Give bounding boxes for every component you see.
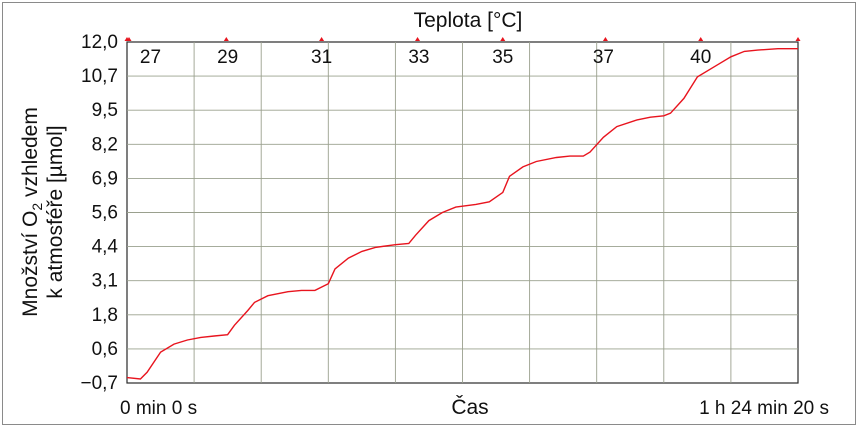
y-tick-label: −0,7	[80, 373, 118, 394]
y-tick-label: 5,6	[92, 203, 118, 224]
temperature-label: 31	[311, 47, 332, 68]
y-tick-label: 6,9	[92, 168, 118, 189]
temperature-marker	[126, 37, 132, 41]
temperature-marker	[602, 37, 608, 41]
temperature-marker	[698, 37, 704, 41]
y-tick-label: 10,7	[81, 66, 118, 87]
x-axis-title: Čas	[451, 396, 488, 419]
y-axis-title-part1: Množství O	[19, 211, 42, 317]
temperature-marker	[795, 37, 801, 41]
y-tick-label: 0,6	[92, 339, 118, 360]
grid-lines	[127, 42, 798, 383]
y-tick-label: 12,0	[81, 32, 118, 53]
oxygen-series-line	[126, 48, 798, 380]
y-axis-title-line2: k atmosféře [µmol]	[44, 125, 67, 298]
temperature-marker	[500, 37, 506, 41]
y-tick-label: 3,1	[92, 271, 118, 292]
temperature-labels: 27 29 31 33 35 37 40	[140, 47, 711, 68]
y-tick-label: 4,4	[92, 237, 119, 258]
temperature-label: 35	[492, 47, 513, 68]
temperature-marker	[223, 37, 229, 41]
y-tick-labels: 12,0 10,7 9,5 8,2 6,9 5,6 4,4 3,1 1,8 0,6 −0,7	[80, 32, 118, 394]
temperature-label: 33	[408, 47, 429, 68]
chart-frame	[2, 2, 856, 425]
temperature-marker	[415, 37, 421, 41]
top-axis-title: Teplota [°C]	[414, 9, 523, 32]
temperature-label: 29	[217, 47, 238, 68]
y-axis-title-part2: vzhledem	[19, 107, 42, 203]
y-axis-title: Množství O2 vzhledem k atmosféře [µmol]	[19, 107, 67, 317]
temperature-label: 27	[140, 47, 161, 68]
y-tick-label: 9,5	[92, 100, 118, 121]
temperature-label: 40	[690, 47, 711, 68]
x-start-label: 0 min 0 s	[120, 398, 197, 419]
y-axis-title-subscript: 2	[29, 203, 45, 211]
temperature-label: 37	[593, 47, 614, 68]
temperature-markers	[124, 37, 801, 41]
temperature-marker	[319, 37, 325, 41]
x-end-label: 1 h 24 min 20 s	[699, 398, 829, 419]
svg-text:Množství O2 vzhledem: Množství O2 vzhledem	[19, 107, 45, 317]
y-tick-label: 1,8	[92, 305, 118, 326]
y-tick-label: 8,2	[92, 134, 118, 155]
